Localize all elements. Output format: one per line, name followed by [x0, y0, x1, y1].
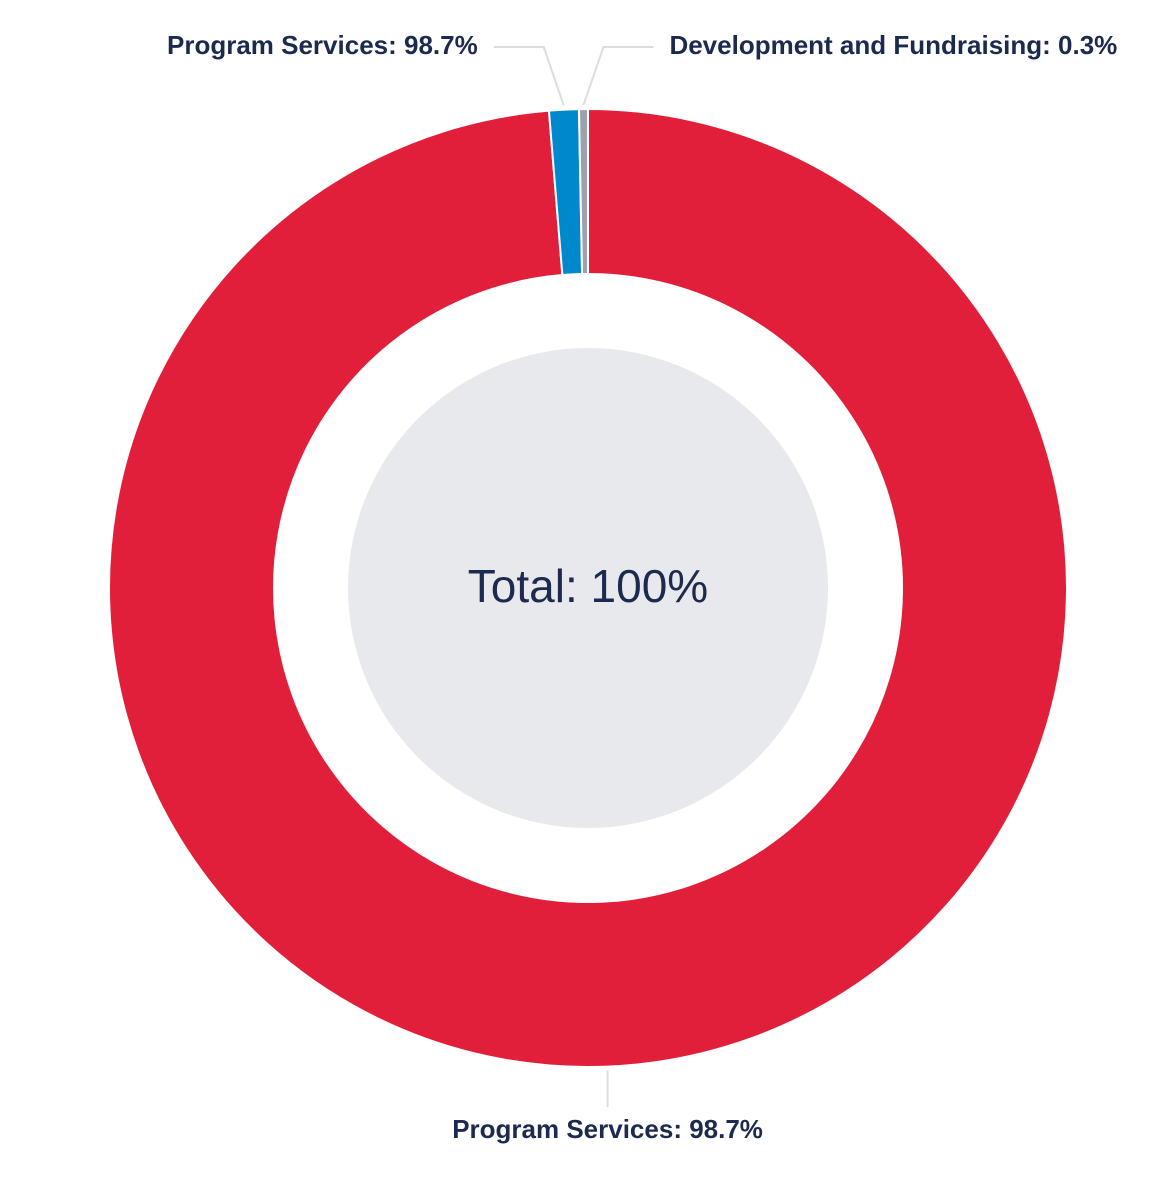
slice-label: Program Services: 98.7% [167, 30, 478, 60]
slice-label: Development and Fundraising: 0.3% [669, 30, 1117, 60]
donut-segment [108, 107, 1068, 1068]
leader-line [493, 46, 565, 106]
center-disc [348, 348, 828, 828]
center-label: Total: 100% [468, 560, 708, 612]
slice-label: Program Services: 98.7% [452, 1114, 763, 1144]
donut-segment [577, 107, 589, 276]
leader-line [582, 46, 654, 106]
